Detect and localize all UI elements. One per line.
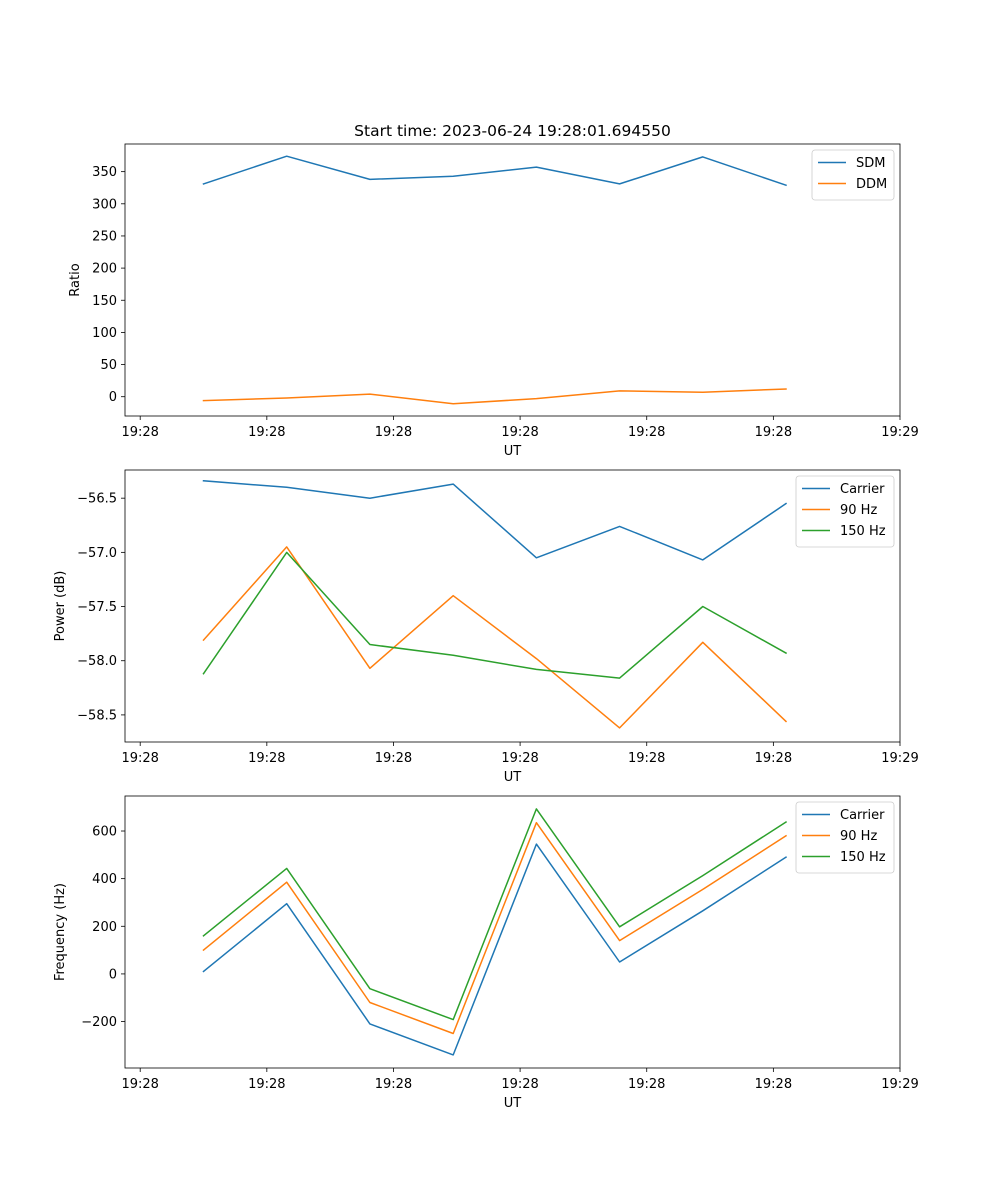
ratio-series-line-ddm bbox=[202, 388, 787, 405]
power-x-tick-label: 19:28 bbox=[375, 751, 412, 766]
ratio-x-tick-label: 19:28 bbox=[755, 425, 792, 440]
frequency-x-tick-label: 19:28 bbox=[755, 1077, 792, 1092]
ratio-x-tick-label: 19:29 bbox=[881, 425, 918, 440]
ratio-legend-label-sdm: SDM bbox=[856, 156, 885, 171]
ratio-x-tick-label: 19:28 bbox=[628, 425, 665, 440]
frequency-y-axis-label: Frequency (Hz) bbox=[53, 883, 68, 981]
frequency-legend-label-carrier: Carrier bbox=[840, 808, 885, 823]
frequency-x-axis-label: UT bbox=[504, 1096, 522, 1111]
ratio-y-tick-label: 50 bbox=[100, 358, 117, 373]
frequency-series-line-90-hz bbox=[202, 821, 788, 1035]
ratio-y-axis-label: Ratio bbox=[68, 263, 83, 296]
frequency-plot-frame bbox=[124, 795, 901, 1069]
power-x-tick-label: 19:28 bbox=[501, 751, 538, 766]
power-x-tick-label: 19:28 bbox=[628, 751, 665, 766]
frequency-x-tick-label: 19:28 bbox=[628, 1077, 665, 1092]
frequency-y-tick-label: 400 bbox=[92, 872, 117, 887]
frequency-series-line-150-hz bbox=[202, 808, 788, 1021]
ratio-plot-frame bbox=[124, 143, 901, 417]
power-series-line-carrier bbox=[202, 479, 788, 561]
power-series-line-150-hz bbox=[202, 551, 788, 679]
ratio-y-tick-label: 100 bbox=[92, 326, 117, 341]
power-plot-frame bbox=[124, 469, 901, 743]
ratio-x-axis-label: UT bbox=[504, 444, 522, 459]
ratio-x-tick-label: 19:28 bbox=[248, 425, 285, 440]
power-legend-label-90-hz: 90 Hz bbox=[840, 503, 877, 518]
frequency-x-tick-label: 19:28 bbox=[501, 1077, 538, 1092]
frequency-legend-label-150-hz: 150 Hz bbox=[840, 850, 886, 865]
ratio-legend: SDM DDM bbox=[811, 149, 895, 201]
power-x-tick-label: 19:29 bbox=[881, 751, 918, 766]
power-series-line-90-hz bbox=[202, 546, 788, 729]
frequency-y-tick-label: −200 bbox=[81, 1015, 117, 1030]
power-y-tick-label: −58.0 bbox=[77, 654, 117, 669]
frequency-y-tick-label: 200 bbox=[92, 920, 117, 935]
ratio-legend-label-ddm: DDM bbox=[856, 177, 887, 192]
ratio-x-tick-label: 19:28 bbox=[121, 425, 158, 440]
power-y-tick-label: −56.5 bbox=[77, 492, 117, 507]
power-x-tick-label: 19:28 bbox=[755, 751, 792, 766]
chart-title: Start time: 2023-06-24 19:28:01.694550 bbox=[354, 122, 671, 140]
frequency-legend: Carrier 90 Hz 150 Hz bbox=[795, 801, 895, 874]
frequency-x-tick-label: 19:28 bbox=[375, 1077, 412, 1092]
ratio-y-tick-label: 350 bbox=[92, 165, 117, 180]
ratio-panel: 19:28 19:28 19:28 19:28 19:28 19:28 19:29 0 50 10… bbox=[68, 143, 919, 459]
frequency-x-tick-label: 19:28 bbox=[121, 1077, 158, 1092]
ratio-y-tick-label: 0 bbox=[109, 390, 117, 405]
ratio-y-tick-label: 300 bbox=[92, 197, 117, 212]
ratio-y-tick-label: 150 bbox=[92, 294, 117, 309]
power-legend: Carrier 90 Hz 150 Hz bbox=[795, 475, 895, 548]
power-x-axis-label: UT bbox=[504, 770, 522, 785]
frequency-y-tick-label: 0 bbox=[109, 967, 117, 982]
power-legend-box bbox=[795, 475, 895, 548]
frequency-legend-box bbox=[795, 801, 895, 874]
power-legend-label-150-hz: 150 Hz bbox=[840, 524, 886, 539]
power-y-tick-label: −58.5 bbox=[77, 708, 117, 723]
ratio-x-tick-label: 19:28 bbox=[501, 425, 538, 440]
frequency-x-tick-label: 19:28 bbox=[248, 1077, 285, 1092]
frequency-x-tick-label: 19:29 bbox=[881, 1077, 918, 1092]
power-y-tick-label: −57.0 bbox=[77, 546, 117, 561]
ratio-y-tick-label: 200 bbox=[92, 262, 117, 277]
power-x-tick-label: 19:28 bbox=[121, 751, 158, 766]
frequency-y-tick-label: 600 bbox=[92, 825, 117, 840]
frequency-legend-label-90-hz: 90 Hz bbox=[840, 829, 877, 844]
power-y-axis-label: Power (dB) bbox=[53, 571, 68, 642]
power-legend-label-carrier: Carrier bbox=[840, 482, 885, 497]
ratio-y-tick-label: 250 bbox=[92, 229, 117, 244]
power-y-tick-label: −57.5 bbox=[77, 600, 117, 615]
power-panel: 19:28 19:28 19:28 19:28 19:28 19:28 19:29 −58.5… bbox=[53, 469, 919, 785]
ratio-x-tick-label: 19:28 bbox=[375, 425, 412, 440]
power-x-tick-label: 19:28 bbox=[248, 751, 285, 766]
frequency-series-line-carrier bbox=[202, 843, 788, 1056]
frequency-panel: 19:28 19:28 19:28 19:28 19:28 19:28 19:29 −200 0… bbox=[53, 795, 919, 1111]
ratio-series-line-sdm bbox=[202, 155, 787, 187]
